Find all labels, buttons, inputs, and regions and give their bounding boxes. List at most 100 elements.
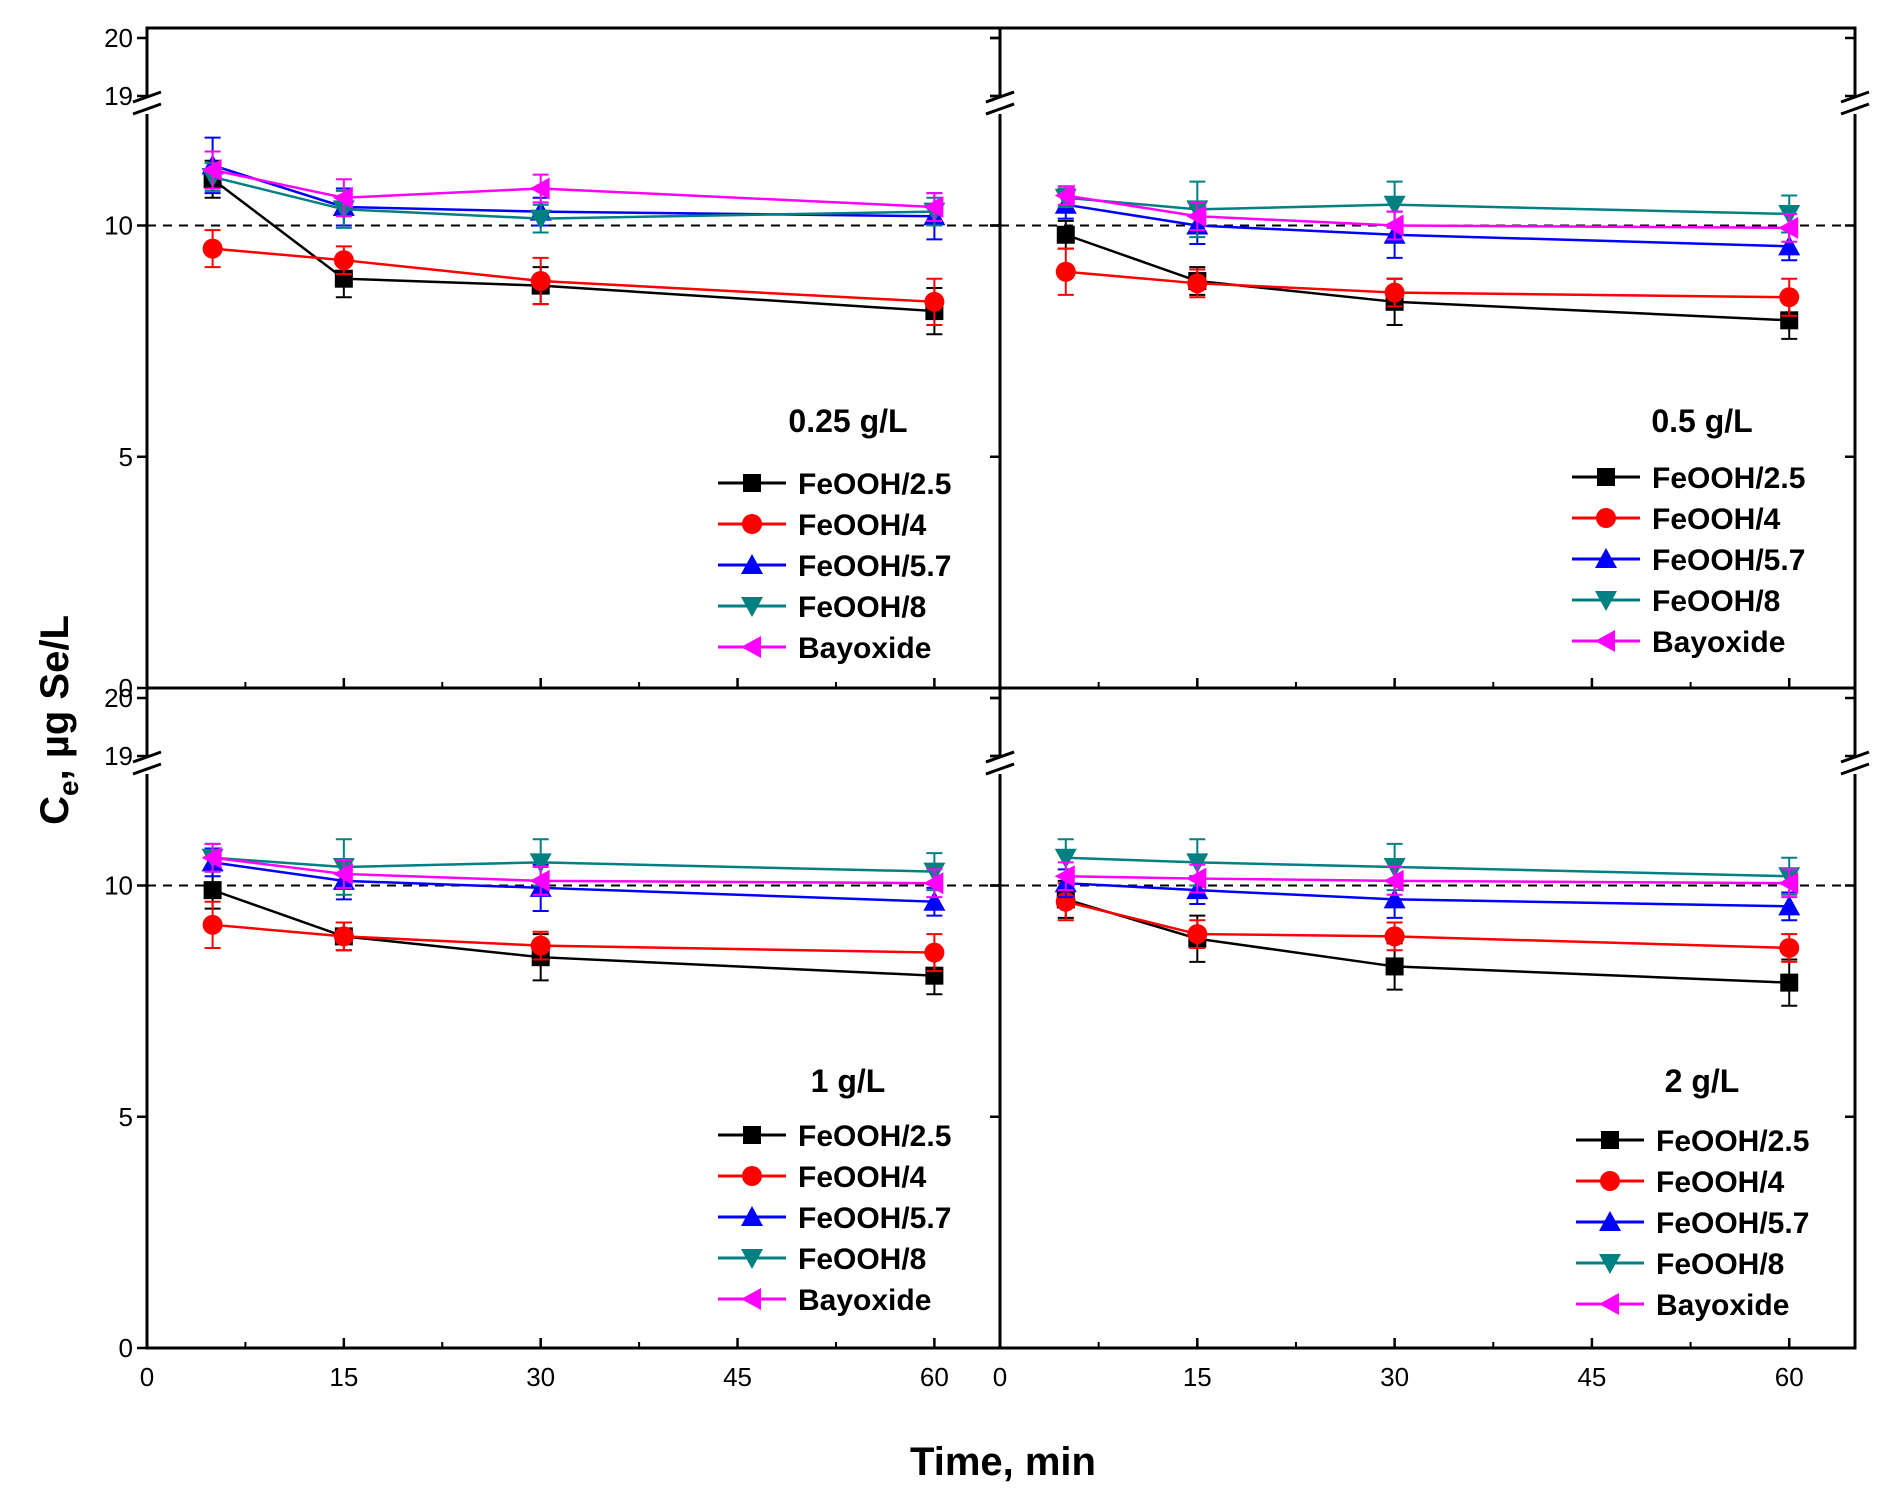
data-point — [1385, 957, 1404, 976]
series-FeOOH/4 — [1055, 882, 1800, 963]
data-point — [1383, 888, 1406, 909]
data-point — [333, 926, 354, 947]
legend-label: FeOOH/2.5 — [798, 1120, 951, 1153]
x-tick-label: 60 — [920, 1362, 949, 1392]
y-axis-title: Ce, µg Se/L — [33, 615, 84, 825]
x-tick-label: 15 — [1183, 1362, 1212, 1392]
y-tick-label: 19 — [104, 81, 133, 111]
series-line — [1065, 194, 1790, 230]
data-point — [1186, 867, 1207, 890]
series-line — [212, 856, 935, 885]
panel-2: 0.5 g/L FeOOH/2.5 FeOOH/4 FeOOH/5.7 FeOOH/8 B… — [985, 26, 1870, 690]
axis-break-slash — [985, 762, 1015, 776]
data-point — [1780, 973, 1799, 992]
axis-break-slash — [132, 762, 162, 776]
legend: FeOOH/2.5 FeOOH/4 FeOOH/5.7 FeOOH/8 Bayoxide — [718, 1120, 951, 1317]
axis-break-slash — [132, 102, 162, 116]
data-point — [1778, 216, 1799, 239]
series-line — [212, 888, 935, 977]
legend-label: FeOOH/8 — [798, 591, 926, 624]
series-FeOOH/2.5 — [203, 159, 944, 336]
axis-break-slash — [1840, 102, 1870, 116]
series-FeOOH/5.7 — [201, 136, 946, 241]
series-Bayoxide — [201, 842, 944, 899]
legend-marker — [1599, 1293, 1619, 1315]
data-point — [1054, 184, 1075, 207]
series-line — [211, 178, 935, 313]
data-point — [332, 862, 353, 885]
legend-marker — [742, 514, 762, 534]
legend-label: FeOOH/4 — [1656, 1166, 1785, 1199]
y-tick-label: 19 — [104, 741, 133, 771]
series-line — [212, 247, 935, 304]
series-FeOOH/4 — [202, 229, 945, 326]
legend-label: FeOOH/8 — [798, 1243, 926, 1276]
plot-frame — [145, 26, 1002, 690]
data-point — [1779, 937, 1800, 958]
legend-label: Bayoxide — [798, 632, 931, 665]
data-point — [1779, 287, 1800, 308]
series-line — [1065, 270, 1790, 299]
x-tick-label: 0 — [993, 1362, 1007, 1392]
x-tick-label: 15 — [329, 1362, 358, 1392]
y-tick-label: 0 — [119, 673, 133, 703]
data-point — [530, 271, 551, 291]
series-line — [212, 923, 935, 954]
legend-label: FeOOH/8 — [1652, 585, 1780, 618]
x-axis-title: Time, min — [910, 1440, 1096, 1484]
data-point — [1187, 924, 1208, 945]
series-line — [1065, 900, 1790, 950]
data-point — [529, 869, 550, 892]
data-point — [529, 177, 550, 200]
data-point — [529, 209, 552, 230]
data-point — [924, 942, 945, 963]
data-point — [530, 935, 551, 956]
axis-break-slash — [985, 102, 1015, 116]
legend-label: Bayoxide — [1656, 1289, 1789, 1322]
plot-frame — [998, 686, 1857, 1350]
legend-label: FeOOH/4 — [798, 509, 927, 542]
series-FeOOH/8 — [1054, 180, 1801, 239]
series-line — [1065, 881, 1790, 908]
series-FeOOH/4 — [202, 900, 945, 973]
y-axis-title-subscript: e — [53, 780, 84, 796]
panel-title: 1 g/L — [811, 1063, 886, 1099]
legend-marker — [1599, 1254, 1621, 1274]
series-line — [1065, 856, 1790, 878]
data-point — [1384, 282, 1405, 303]
data-point — [1054, 865, 1075, 888]
x-tick-label: 30 — [526, 1362, 555, 1392]
legend: FeOOH/2.5 FeOOH/4 FeOOH/5.7 FeOOH/8 Bayoxide — [1576, 1125, 1809, 1322]
legend-marker — [743, 1126, 761, 1144]
data-point — [202, 238, 223, 259]
series-line — [1065, 233, 1790, 322]
y-tick-label: 10 — [104, 871, 133, 901]
panel-title: 0.5 g/L — [1651, 403, 1752, 439]
data-point — [203, 881, 222, 900]
legend-marker — [741, 1249, 763, 1269]
series-line — [1065, 203, 1790, 248]
axis-break-slash — [1840, 762, 1870, 776]
legend-label: FeOOH/5.7 — [798, 550, 951, 583]
panel-1: 0 5 10 19 20 0.25 g/L FeOOH/2.5 FeOOH/4 FeOOH/5.… — [104, 23, 1015, 703]
legend-marker — [1595, 548, 1617, 568]
legend: FeOOH/2.5 FeOOH/4 FeOOH/5.7 FeOOH/8 Bayoxide — [1572, 462, 1805, 659]
legend-marker — [1597, 468, 1615, 486]
series-FeOOH/5.7 — [1054, 868, 1801, 922]
data-point — [1186, 205, 1207, 228]
data-point — [333, 250, 354, 271]
legend-label: Bayoxide — [1652, 626, 1785, 659]
legend-marker — [741, 597, 763, 617]
series-FeOOH/4 — [1055, 247, 1800, 317]
legend-label: FeOOH/5.7 — [798, 1202, 951, 1235]
legend-label: FeOOH/5.7 — [1656, 1207, 1809, 1240]
x-tick-label: 45 — [1577, 1362, 1606, 1392]
series-line — [1065, 875, 1790, 885]
data-point — [1186, 853, 1209, 874]
panel-4: 0 15 30 45 602 g/LFeOOH/2.5FeOOH/4FeOOH/5.7F… — [985, 686, 1870, 1392]
x-tick-label: 0 — [140, 1362, 154, 1392]
data-point — [201, 846, 222, 869]
data-point — [529, 853, 552, 874]
y-tick-label: 5 — [119, 442, 133, 472]
